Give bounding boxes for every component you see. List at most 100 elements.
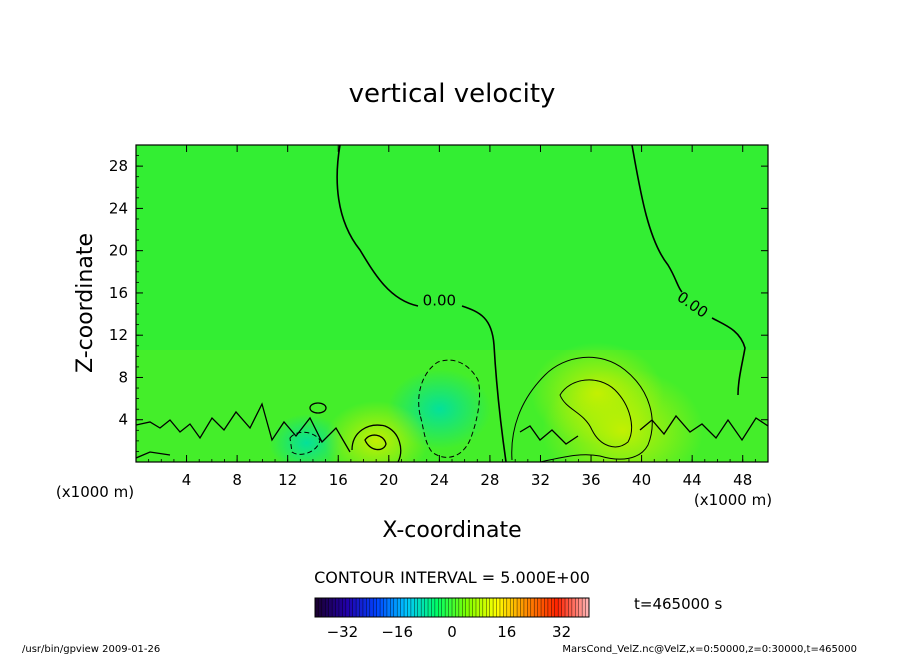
footer-right: MarsCond_VelZ.nc@VelZ,x=0:50000,z=0:3000… — [562, 644, 857, 654]
colorbar-cell — [407, 598, 412, 617]
colorbar-cell — [400, 598, 405, 617]
plot-area: 0.00 0.00 — [136, 145, 768, 462]
positive-contour-inner — [559, 379, 632, 448]
colorbar-cell — [448, 598, 453, 617]
x-tick-label: 40 — [632, 471, 651, 489]
colorbar-cell — [496, 598, 501, 617]
y-axis-label: Z-coordinate — [73, 233, 98, 373]
colorbar-cell — [452, 598, 456, 617]
colorbar-cell — [475, 598, 480, 617]
colorbar-frame — [314, 597, 590, 618]
x-tick-label: 48 — [733, 471, 752, 489]
y-axis: 4 8 12 16 20 24 28 — [109, 155, 768, 452]
colorbar-cell — [513, 598, 518, 617]
x-unit-left: (x1000 m) — [56, 483, 134, 501]
colorbar-cell — [404, 598, 408, 617]
colorbar-cell — [571, 598, 576, 617]
colorbar-cell — [523, 598, 528, 617]
colorbar-cell — [561, 598, 566, 617]
y-tick-label: 12 — [109, 326, 128, 344]
colorbar-cell — [383, 598, 388, 617]
colorbar-cell — [479, 598, 484, 617]
colorbar-cell — [386, 598, 391, 617]
y-tick-label: 4 — [118, 411, 128, 429]
x-tick-label: 24 — [430, 471, 449, 489]
colorbar-cell — [362, 598, 367, 617]
colorbar-cell — [530, 598, 535, 617]
negative-contour-center — [418, 359, 481, 458]
colorbar-tick-label: 0 — [447, 623, 457, 641]
colorbar-cell — [328, 598, 333, 617]
colorbar-cell — [321, 598, 326, 617]
colorbar-tick-label: 32 — [552, 623, 571, 641]
colorbar-cell — [318, 598, 323, 617]
x-tick-label: 8 — [232, 471, 242, 489]
footer-left: /usr/bin/gpview 2009-01-26 — [22, 644, 160, 654]
y-tick-label: 8 — [118, 368, 128, 386]
colorbar-cell — [486, 598, 491, 617]
colorbar: −32 −16 0 16 32 — [314, 598, 590, 641]
colorbar-cell — [359, 598, 364, 617]
colorbar-cell — [335, 598, 340, 617]
colorbar-cell — [352, 598, 357, 617]
positive-contour-small — [351, 424, 402, 462]
x-tick-label: 44 — [683, 471, 702, 489]
colorbar-cell — [578, 598, 583, 617]
colorbar-cell — [390, 598, 395, 617]
colorbar-cell — [537, 598, 542, 617]
colorbar-cell — [345, 598, 350, 617]
colorbar-cell — [414, 598, 419, 617]
x-tick-label: 12 — [278, 471, 297, 489]
colorbar-cell — [349, 598, 354, 617]
colorbar-cell — [582, 598, 587, 617]
colorbar-cell — [544, 598, 549, 617]
colorbar-tick-label: 16 — [497, 623, 516, 641]
x-tick-label: 32 — [531, 471, 550, 489]
y-tick-label: 24 — [109, 199, 128, 217]
colorbar-cell — [421, 598, 426, 617]
x-tick-label: 28 — [480, 471, 499, 489]
colorbar-cell — [445, 598, 450, 617]
colorbar-cell — [441, 598, 446, 617]
colorbar-cell — [376, 598, 381, 617]
colorbar-cell — [547, 598, 552, 617]
x-tick-label: 36 — [581, 471, 600, 489]
colorbar-cell — [517, 598, 521, 617]
colorbar-cell — [315, 598, 319, 617]
colorbar-cell — [428, 598, 432, 617]
colorbar-cell — [455, 598, 460, 617]
colorbar-tick-label: −16 — [381, 623, 413, 641]
y-tick-label: 20 — [109, 242, 128, 260]
colorbar-cell — [342, 598, 347, 617]
colorbar-cell — [558, 598, 563, 617]
colorbar-cell — [356, 598, 361, 617]
colorbar-tick-label: −32 — [327, 623, 359, 641]
small-contour-blob — [309, 402, 327, 414]
colorbar-cell — [417, 598, 422, 617]
colorbar-cell — [458, 598, 463, 617]
colorbar-cell — [527, 598, 532, 617]
colorbar-cell — [493, 598, 498, 617]
colorbar-cell — [338, 598, 343, 617]
colorbar-cell — [424, 598, 429, 617]
contour-interval: CONTOUR INTERVAL = 5.000E+00 — [314, 568, 590, 587]
chart-title: vertical velocity — [349, 79, 556, 109]
colorbar-cell — [554, 598, 559, 617]
colorbar-cell — [482, 598, 487, 617]
colorbar-cell — [585, 598, 590, 617]
y-tick-label: 28 — [109, 157, 128, 175]
colorbar-cell — [520, 598, 525, 617]
y-tick-label: 16 — [109, 284, 128, 302]
colorbar-cell — [380, 598, 384, 617]
velocity-feature-positive — [324, 400, 429, 462]
colorbar-cell — [469, 598, 474, 617]
colorbar-cell — [489, 598, 494, 617]
colorbar-cell — [332, 598, 337, 617]
colorbar-cell — [503, 598, 508, 617]
x-axis: 4 8 12 16 20 24 28 32 36 40 44 48 — [148, 145, 756, 489]
colorbar-cell — [393, 598, 398, 617]
colorbar-cell — [369, 598, 374, 617]
colorbar-cell — [568, 598, 573, 617]
x-axis-label: X-coordinate — [382, 518, 521, 543]
